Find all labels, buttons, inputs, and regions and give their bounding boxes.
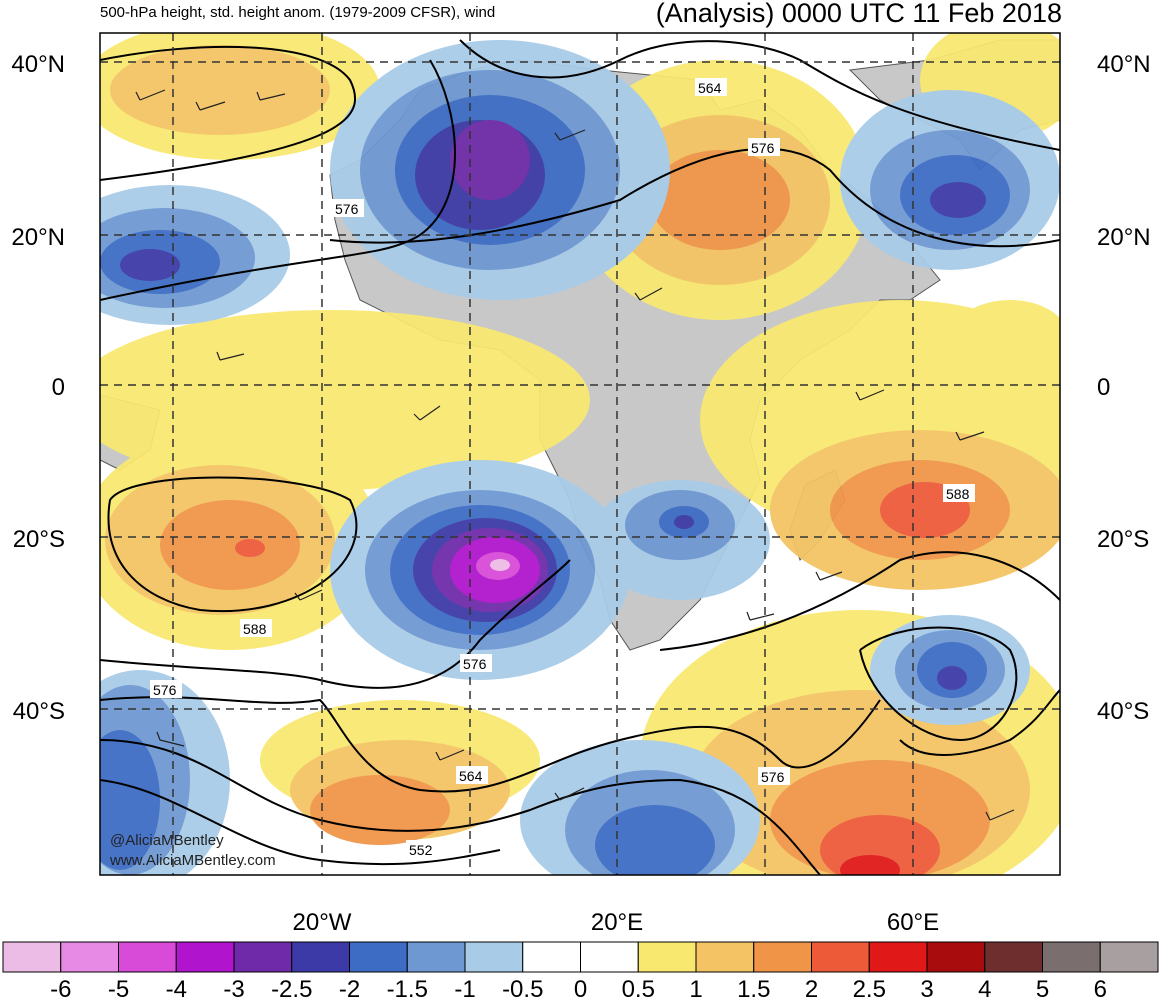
anomaly-shading [100,33,1060,875]
lat-label: 0 [52,374,65,401]
colorbar-swatch [118,941,177,973]
colorbar-label: 0 [574,976,587,999]
colorbar-swatch [233,941,293,973]
colorbar-label: 0.5 [622,976,655,999]
colorbar-label: 6 [1094,976,1107,999]
colorbar-label: 5 [1036,976,1049,999]
colorbar-swatch [811,941,870,973]
colorbar-swatch [522,941,581,973]
colorbar-label: -1.5 [387,976,428,999]
colorbar-label: -5 [108,976,129,999]
contour-label: 588 [243,621,267,637]
map-title: (Analysis) 0000 UTC 11 Feb 2018 [655,0,1062,28]
contour-label: 576 [335,201,359,217]
lat-label: 0 [1097,374,1110,401]
contour-label: 552 [409,842,433,858]
colorbar-label: -2.5 [271,976,312,999]
contour-label: 564 [698,80,722,96]
colorbar-swatch [349,941,408,973]
colorbar-label: 2.5 [853,976,886,999]
colorbar-label: -3 [223,976,244,999]
colorbar-label: -1 [454,976,475,999]
colorbar-swatch [2,941,62,973]
colorbar-swatch [175,941,235,973]
colorbar-swatch [580,941,639,973]
lat-label: 40°S [13,698,65,725]
credit-website: www.AliciaMBentley.com [109,852,276,869]
contour-label: 576 [761,769,785,785]
colorbar-label: -0.5 [502,976,543,999]
lat-labels-left: 40°N 20°N 0 20°S 40°S [11,51,65,725]
colorbar-label: 3 [920,976,933,999]
lon-label: 60°E [887,909,939,936]
colorbar-label: -2 [339,976,360,999]
lat-label: 40°N [1097,51,1151,78]
contour-label: 576 [463,656,487,672]
colorbar-label: 2 [805,976,818,999]
map-subtitle: 500-hPa height, std. height anom. (1979-… [100,4,496,21]
colorbar-swatch [753,941,812,973]
lat-label: 40°N [11,51,65,78]
credit-handle: @AliciaMBentley [110,832,224,849]
lat-label: 20°S [1097,526,1149,553]
lon-label: 20°E [591,909,643,936]
contour-label-group: 564 576 576 588 588 576 576 564 552 576 [150,78,975,858]
colorbar-swatch [695,941,755,973]
colorbar-swatch [291,941,350,973]
contour-label: 564 [459,768,483,784]
contour-label: 576 [751,140,775,156]
lat-labels-right: 40°N 20°N 0 20°S 40°S [1097,51,1151,725]
colorbar-swatch [1099,941,1159,973]
colorbar-swatch [60,941,119,973]
colorbar-label: 1 [689,976,702,999]
contour-label: 576 [153,682,177,698]
lon-label: 20°W [293,909,352,936]
colorbar-swatch [1042,941,1101,973]
colorbar-swatch [984,941,1043,973]
graticule [100,33,1060,875]
map-plot-area: 564 576 576 588 588 576 576 564 552 576 … [100,33,1060,875]
colorbar-label: -4 [166,976,187,999]
lat-label: 40°S [1097,698,1149,725]
colorbar-label: -6 [50,976,71,999]
lat-label: 20°N [1097,224,1151,251]
colorbar-label: 4 [978,976,991,999]
colorbar-swatch [926,941,986,973]
colorbar-swatch [464,941,524,973]
contour-label: 588 [946,486,970,502]
lat-label: 20°N [11,224,65,251]
wind-barbs [135,89,1015,821]
colorbar-label: 1.5 [737,976,770,999]
colorbar: -6 -5 -4 -3 -2.5 -2 -1.5 -1 -0.5 0 0.5 1 1.5 2 2.5 3 4 5 6 [2,941,1159,999]
plot-frame [99,32,1061,876]
colorbar-swatch [406,941,466,973]
colorbar-swatch [868,941,928,973]
lat-label: 20°S [13,526,65,553]
lon-labels: 20°W 20°E 60°E [293,909,940,936]
height-contours [100,39,1060,875]
colorbar-swatch [637,941,697,973]
